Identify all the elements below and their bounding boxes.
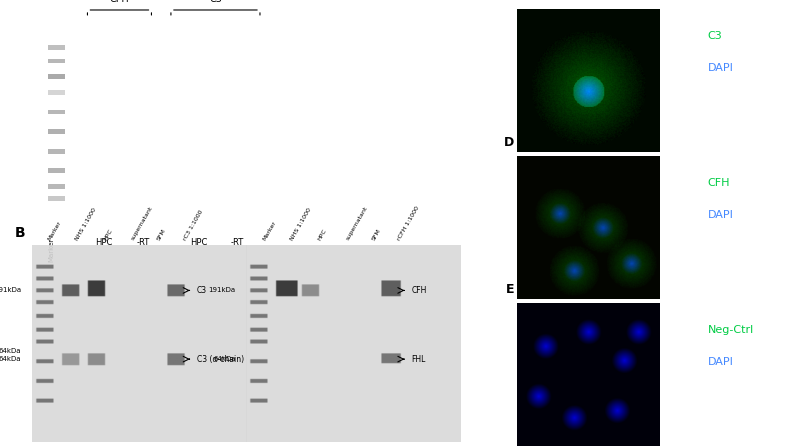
Text: Marker: Marker xyxy=(48,238,54,262)
Text: C3: C3 xyxy=(197,286,207,295)
Text: -RT: -RT xyxy=(231,238,244,247)
Text: -RT: -RT xyxy=(137,238,149,247)
Text: SFM: SFM xyxy=(371,228,382,241)
Bar xyxy=(176,106,215,118)
Text: HPC: HPC xyxy=(95,238,113,247)
Text: DAPI: DAPI xyxy=(708,63,734,73)
Text: 64kDa: 64kDa xyxy=(0,356,21,362)
Text: NHS 1:1000: NHS 1:1000 xyxy=(75,207,98,241)
Text: CFH: CFH xyxy=(110,0,130,4)
Text: NHS 1:1000: NHS 1:1000 xyxy=(289,207,312,241)
Text: C: C xyxy=(505,0,514,2)
Text: D: D xyxy=(504,136,514,149)
Text: rC3 1:1000: rC3 1:1000 xyxy=(182,209,204,241)
Text: 191kDa: 191kDa xyxy=(208,287,235,293)
Text: C3 (α-chain): C3 (α-chain) xyxy=(197,355,244,363)
Text: CFH: CFH xyxy=(708,178,730,188)
Bar xyxy=(48,110,65,115)
Text: E: E xyxy=(506,283,514,296)
Text: B: B xyxy=(14,226,25,240)
Bar xyxy=(48,58,65,63)
Text: supernatant: supernatant xyxy=(130,206,154,241)
Bar xyxy=(48,90,65,95)
Text: Marker: Marker xyxy=(262,220,277,241)
Bar xyxy=(87,150,121,160)
Text: FHL: FHL xyxy=(412,355,426,363)
Text: HPC: HPC xyxy=(103,228,114,241)
Text: C3: C3 xyxy=(708,31,723,41)
Text: CFH: CFH xyxy=(412,286,427,295)
Text: DAPI: DAPI xyxy=(708,210,734,220)
Text: 64kDa: 64kDa xyxy=(213,356,235,362)
Bar xyxy=(48,74,65,79)
Text: rCFH 1:1000: rCFH 1:1000 xyxy=(397,205,421,241)
Text: DAPI: DAPI xyxy=(708,357,734,367)
Text: HPC: HPC xyxy=(317,228,328,241)
Text: SFM: SFM xyxy=(157,228,167,241)
Text: 191kDa: 191kDa xyxy=(0,287,21,293)
Bar xyxy=(48,45,65,50)
Text: 64kDa: 64kDa xyxy=(0,348,21,354)
Text: Marker: Marker xyxy=(47,220,62,241)
Text: C3: C3 xyxy=(209,0,222,4)
Bar xyxy=(48,129,65,134)
Bar xyxy=(48,196,65,201)
Bar xyxy=(48,149,65,154)
Text: Neg-Ctrl: Neg-Ctrl xyxy=(708,325,754,335)
Text: HPC: HPC xyxy=(190,238,207,247)
Bar xyxy=(48,184,65,189)
Text: supernatant: supernatant xyxy=(345,206,369,241)
Bar xyxy=(48,169,65,173)
